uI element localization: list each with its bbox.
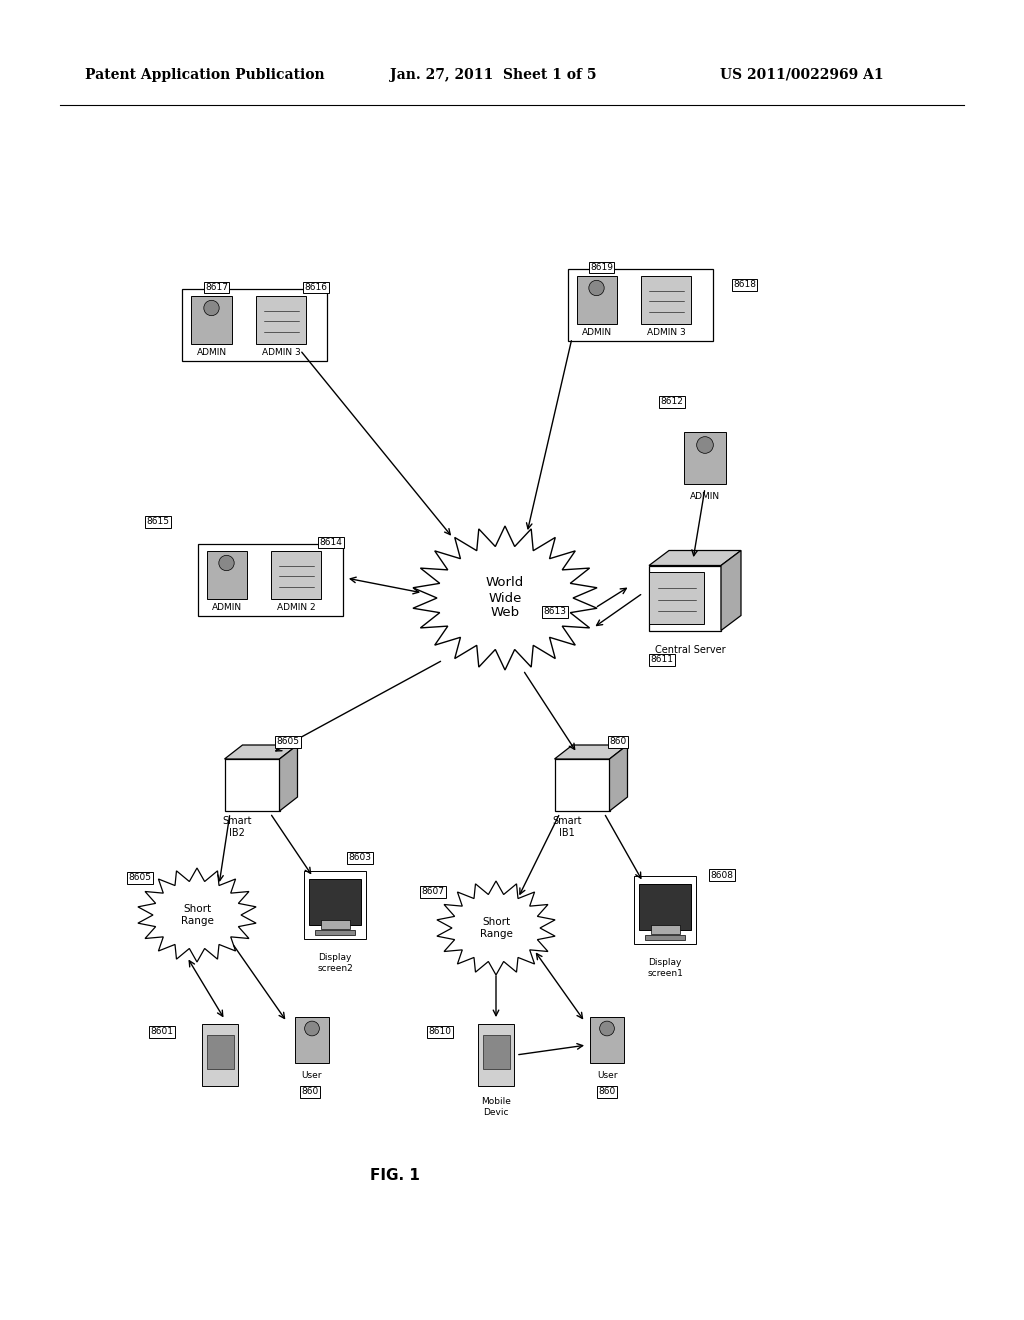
Text: 860: 860: [301, 1088, 318, 1097]
Bar: [224, 759, 280, 810]
Text: ADMIN: ADMIN: [690, 491, 720, 500]
Text: Jan. 27, 2011  Sheet 1 of 5: Jan. 27, 2011 Sheet 1 of 5: [390, 69, 597, 82]
Polygon shape: [224, 744, 298, 759]
Text: Smart
IB2: Smart IB2: [222, 816, 252, 838]
Text: 8619: 8619: [590, 263, 613, 272]
Text: World
Wide
Web: World Wide Web: [485, 577, 524, 619]
Text: ADMIN: ADMIN: [582, 327, 611, 337]
Text: 8607: 8607: [422, 887, 444, 896]
Polygon shape: [721, 550, 741, 631]
Bar: [295, 1016, 329, 1063]
Circle shape: [600, 1022, 614, 1036]
Circle shape: [305, 1022, 319, 1036]
Bar: [191, 296, 231, 345]
Polygon shape: [555, 744, 628, 759]
Polygon shape: [437, 880, 555, 975]
Bar: [567, 269, 713, 341]
Text: 8611: 8611: [650, 656, 674, 664]
Text: Display
screen2: Display screen2: [317, 953, 353, 973]
Circle shape: [589, 280, 604, 296]
Bar: [478, 1024, 514, 1086]
Text: Short
Range: Short Range: [180, 904, 213, 925]
Bar: [577, 276, 616, 323]
Text: Central Server: Central Server: [654, 645, 725, 655]
Bar: [590, 1016, 624, 1063]
Text: 8608: 8608: [711, 870, 733, 879]
Text: 8616: 8616: [304, 282, 328, 292]
Bar: [321, 920, 349, 929]
Text: ADMIN 3: ADMIN 3: [262, 348, 300, 356]
Text: 860: 860: [598, 1088, 615, 1097]
Bar: [207, 550, 247, 599]
Text: FIG. 1: FIG. 1: [370, 1167, 420, 1183]
Text: 8617: 8617: [205, 282, 228, 292]
Text: ADMIN 3: ADMIN 3: [647, 327, 685, 337]
Text: 8601: 8601: [151, 1027, 173, 1036]
Bar: [645, 935, 685, 940]
Text: Short
Range: Short Range: [479, 917, 512, 939]
Bar: [182, 289, 328, 360]
Polygon shape: [609, 744, 628, 810]
Text: 8603: 8603: [348, 854, 372, 862]
Polygon shape: [138, 869, 256, 962]
Circle shape: [204, 301, 219, 315]
Text: 8605: 8605: [128, 874, 152, 883]
Bar: [202, 1024, 238, 1086]
Text: 8612: 8612: [660, 397, 683, 407]
Text: 8614: 8614: [319, 539, 342, 546]
Bar: [649, 572, 705, 624]
Circle shape: [219, 556, 234, 570]
Bar: [634, 876, 696, 944]
Text: Mobile
Devic: Mobile Devic: [481, 1097, 511, 1117]
Bar: [207, 1035, 233, 1069]
Text: User: User: [302, 1071, 323, 1080]
Text: Patent Application Publication: Patent Application Publication: [85, 69, 325, 82]
Text: Display
screen1: Display screen1: [647, 958, 683, 978]
Text: 8613: 8613: [544, 607, 566, 616]
Text: 860: 860: [609, 738, 627, 747]
Polygon shape: [413, 525, 597, 671]
Polygon shape: [280, 744, 298, 810]
Text: User: User: [597, 1071, 617, 1080]
Text: ADMIN: ADMIN: [211, 603, 242, 612]
Bar: [650, 924, 680, 935]
Polygon shape: [649, 550, 741, 565]
Bar: [271, 550, 322, 599]
Bar: [198, 544, 342, 616]
Text: US 2011/0022969 A1: US 2011/0022969 A1: [720, 69, 884, 82]
Text: Smart
IB1: Smart IB1: [552, 816, 582, 838]
Bar: [649, 565, 721, 631]
Text: 8618: 8618: [733, 280, 756, 289]
Bar: [684, 432, 726, 484]
Bar: [304, 871, 366, 939]
Bar: [309, 879, 361, 924]
Text: 8610: 8610: [428, 1027, 452, 1036]
Bar: [482, 1035, 510, 1069]
Bar: [555, 759, 609, 810]
Text: ADMIN: ADMIN: [197, 348, 226, 356]
Text: ADMIN 2: ADMIN 2: [276, 603, 315, 612]
Text: 8605: 8605: [276, 738, 299, 747]
Bar: [314, 929, 355, 935]
Bar: [639, 884, 691, 929]
Text: 8615: 8615: [146, 517, 170, 527]
Circle shape: [696, 437, 714, 453]
Bar: [641, 276, 691, 323]
Bar: [256, 296, 306, 345]
